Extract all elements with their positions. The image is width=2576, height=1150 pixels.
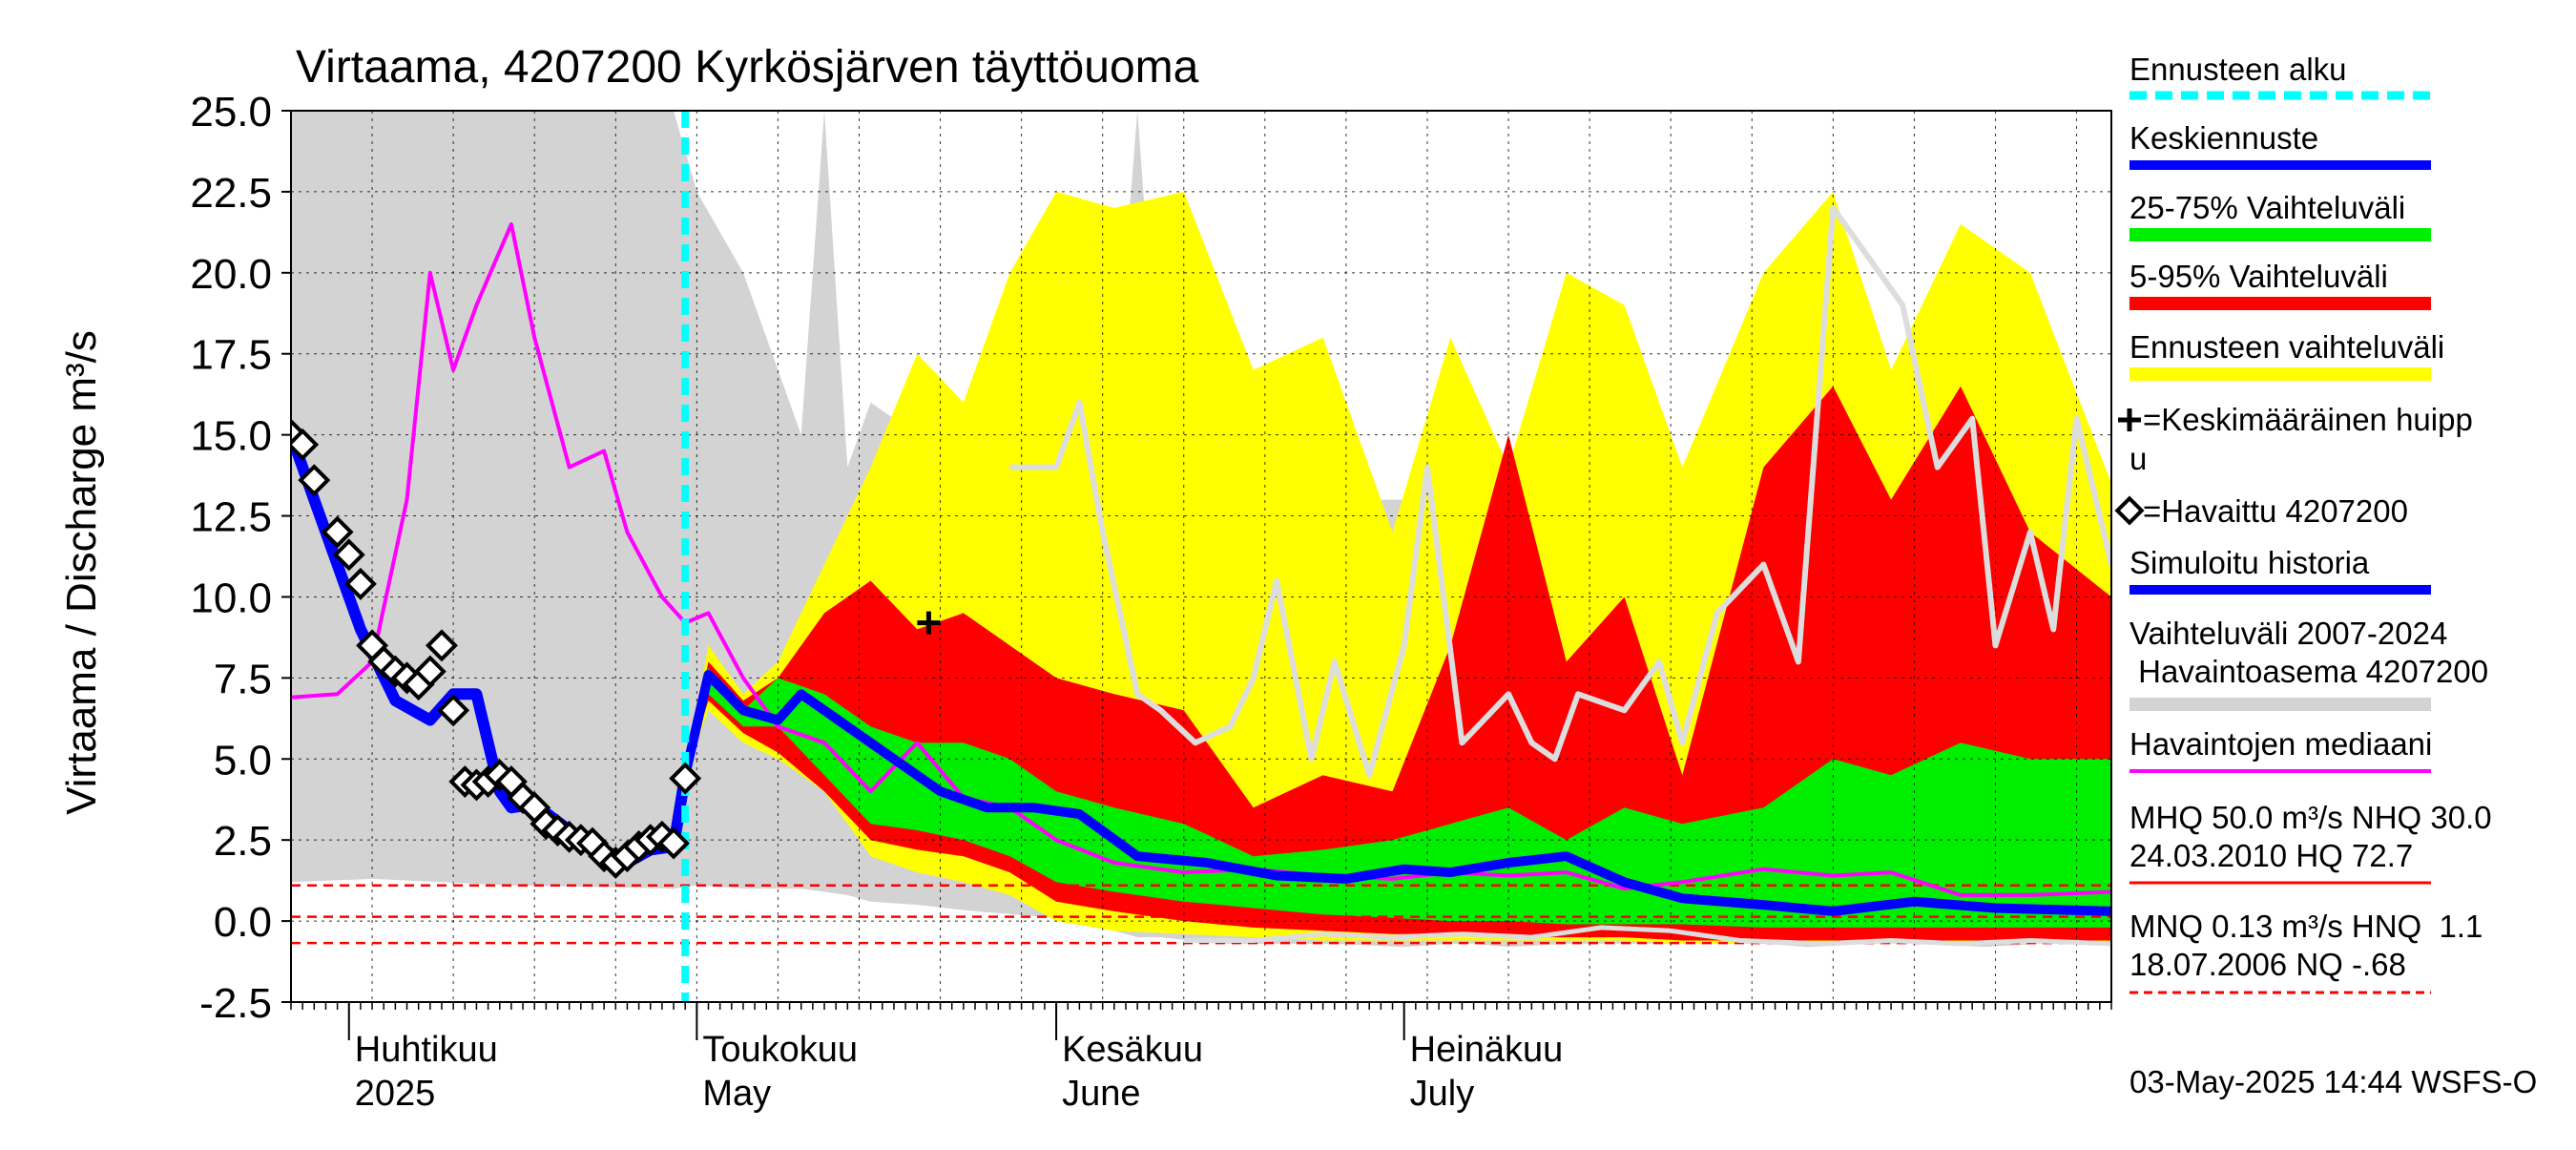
mean-forecast-line xyxy=(680,670,2111,916)
legend-p25-75: 25-75% Vaihteluväli xyxy=(2129,190,2405,225)
legend-mnq: MNQ 0.13 m³/s HNQ 1.1 xyxy=(2129,909,2483,944)
legend-observed: =Havaittu 4207200 xyxy=(2143,493,2408,529)
legend-median: Havaintojen mediaani xyxy=(2129,726,2432,762)
observed-point xyxy=(669,762,702,795)
y-tick-label: 25.0 xyxy=(190,89,272,136)
x-month-label-en: May xyxy=(702,1074,771,1114)
history-min-line xyxy=(1183,925,2111,947)
legend-forecast-range: Ennusteen vaihteluväli xyxy=(2129,329,2444,365)
legend-simulated: Simuloitu historia xyxy=(2129,545,2370,580)
legend-forecast-start: Ennusteen alku xyxy=(2129,52,2347,87)
y-tick-label: 2.5 xyxy=(214,818,272,865)
x-month-label-fi: Huhtikuu xyxy=(355,1030,498,1070)
x-month-label-fi: Toukokuu xyxy=(702,1030,858,1070)
observed-point xyxy=(291,428,320,461)
observed-point xyxy=(298,464,331,497)
y-tick-label: 0.0 xyxy=(214,899,272,946)
x-month-label-fi: Heinäkuu xyxy=(1410,1030,1564,1070)
history-max-line xyxy=(1009,204,2111,779)
y-tick-label: 15.0 xyxy=(190,413,272,460)
median-obs-line xyxy=(291,221,2111,897)
legend-mean-peak-wrap: u xyxy=(2129,441,2147,476)
legend-history-station: Havaintoasema 4207200 xyxy=(2129,654,2488,689)
chart-title: Virtaama, 4207200 Kyrkösjärven täyttöuom… xyxy=(296,42,1199,93)
footer-timestamp: 03-May-2025 14:44 WSFS-O xyxy=(2129,1064,2537,1099)
x-month-label-en: June xyxy=(1062,1074,1140,1114)
observed-point xyxy=(332,538,365,572)
observed-point xyxy=(413,655,447,688)
observed-point xyxy=(426,629,458,662)
legend-cross-icon xyxy=(2118,408,2141,431)
x-month-label-fi: Kesäkuu xyxy=(1062,1030,1203,1070)
p25-75-area xyxy=(685,668,2111,928)
x-month-label-en: July xyxy=(1410,1074,1475,1114)
observed-point xyxy=(657,826,691,860)
observed-point xyxy=(437,694,470,727)
y-tick-label: 22.5 xyxy=(190,170,272,217)
y-axis-label: Virtaama / Discharge m³/s xyxy=(58,330,105,815)
y-tick-label: 20.0 xyxy=(190,251,272,298)
legend-diamond-icon xyxy=(2114,495,2145,526)
legend-mean: Keskiennuste xyxy=(2129,120,2318,156)
legend-mhq: MHQ 50.0 m³/s NHQ 30.0 xyxy=(2129,800,2492,835)
legend-p5-95: 5-95% Vaihteluväli xyxy=(2129,259,2388,294)
y-tick-label: 17.5 xyxy=(190,332,272,379)
plot-frame xyxy=(290,110,2112,1003)
legend-history-range: Vaihteluväli 2007-2024 xyxy=(2129,616,2447,651)
legend-nq-date: 18.07.2006 NQ -.68 xyxy=(2129,947,2406,982)
y-tick-label: 5.0 xyxy=(214,737,272,784)
legend-mean-peak: =Keskimääräinen huipp xyxy=(2143,402,2473,437)
legend-hq-date: 24.03.2010 HQ 72.7 xyxy=(2129,838,2413,873)
y-tick-label: 10.0 xyxy=(190,575,272,621)
y-tick-label: 7.5 xyxy=(214,656,272,702)
observed-point xyxy=(321,515,354,549)
y-tick-label: 12.5 xyxy=(190,494,272,541)
observed-point xyxy=(343,567,377,600)
x-month-label-en: 2025 xyxy=(355,1074,436,1114)
y-tick-label: -2.5 xyxy=(199,980,272,1027)
